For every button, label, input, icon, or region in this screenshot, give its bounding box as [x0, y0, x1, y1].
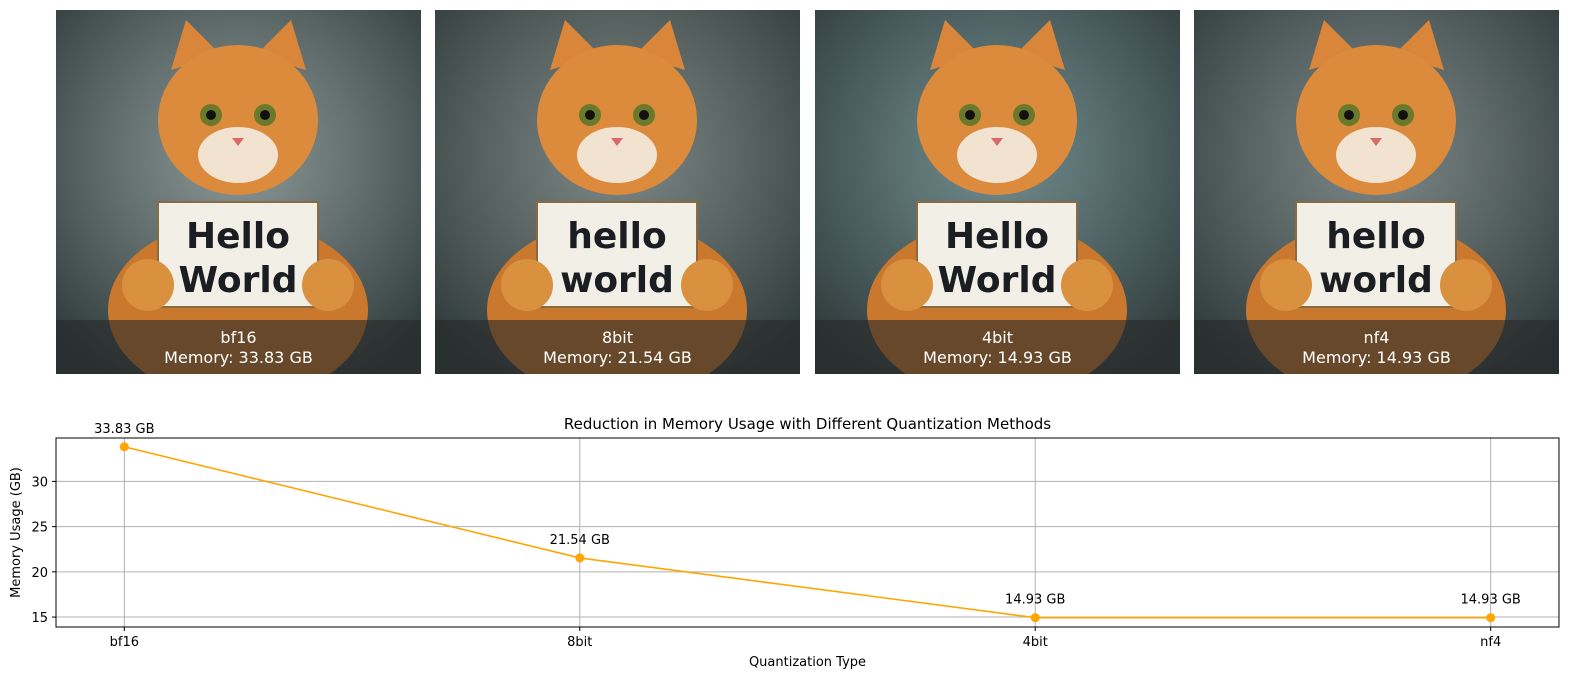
data-point: [119, 442, 129, 452]
cat-image-panel: Hello World 4bit Memory: 14.93 GB: [815, 10, 1180, 374]
quantization-label: bf16: [220, 328, 257, 347]
y-tick-label: 30: [31, 475, 48, 490]
data-label: 14.93 GB: [1461, 593, 1521, 608]
sign-text-line-2: World: [178, 260, 297, 301]
quantization-label: 4bit: [981, 328, 1014, 347]
sign-text-line-1: Hello: [945, 216, 1049, 257]
hello-world-sign: [536, 201, 698, 308]
data-label: 14.93 GB: [1005, 593, 1065, 608]
sign-text-line-2: world: [1319, 260, 1433, 301]
x-tick-label: 8bit: [567, 635, 592, 650]
chart-title: Reduction in Memory Usage with Different…: [564, 415, 1051, 433]
memory-label: Memory: 33.83 GB: [164, 348, 313, 367]
data-label: 21.54 GB: [550, 533, 610, 548]
x-axis-label: Quantization Type: [749, 655, 866, 670]
data-point: [575, 553, 585, 563]
hello-world-sign: [916, 201, 1078, 308]
sign-text-line-1: hello: [567, 216, 666, 257]
sign-text-line-2: World: [937, 260, 1056, 301]
data-label: 33.83 GB: [94, 422, 154, 437]
quantization-label: 8bit: [601, 328, 634, 347]
image-caption: bf16 Memory: 33.83 GB: [56, 320, 421, 374]
image-caption: 4bit Memory: 14.93 GB: [815, 320, 1180, 374]
quantization-label: nf4: [1363, 328, 1390, 347]
y-tick-label: 15: [31, 611, 48, 626]
sign-text-line-1: Hello: [186, 216, 290, 257]
data-point: [1486, 613, 1496, 623]
image-caption: 8bit Memory: 21.54 GB: [435, 320, 800, 374]
cat-image-panel: hello world 8bit Memory: 21.54 GB: [435, 10, 800, 374]
memory-label: Memory: 14.93 GB: [1302, 348, 1451, 367]
memory-label: Memory: 14.93 GB: [923, 348, 1072, 367]
y-tick-label: 25: [31, 521, 48, 536]
hello-world-sign: [1295, 201, 1457, 308]
sign-text-line-1: hello: [1326, 216, 1425, 257]
y-tick-label: 20: [31, 566, 48, 581]
y-axis-label: Memory Usage (GB): [9, 467, 24, 598]
image-caption: nf4 Memory: 14.93 GB: [1194, 320, 1559, 374]
series-line: [124, 445, 1491, 619]
cat-image: Hello World: [815, 10, 1180, 374]
cat-image-panel: Hello World bf16 Memory: 33.83 GB: [56, 10, 421, 374]
x-tick-label: nf4: [1480, 635, 1501, 650]
data-point: [1030, 613, 1040, 623]
sign-text-line-2: world: [560, 260, 674, 301]
memory-label: Memory: 21.54 GB: [543, 348, 692, 367]
cat-image: hello world: [435, 10, 800, 374]
x-tick-label: bf16: [110, 635, 139, 650]
hello-world-sign: [157, 201, 319, 308]
axes-frame: [55, 437, 1560, 628]
cat-image-panel: hello world nf4 Memory: 14.93 GB: [1194, 10, 1559, 374]
x-tick-label: 4bit: [1023, 635, 1048, 650]
